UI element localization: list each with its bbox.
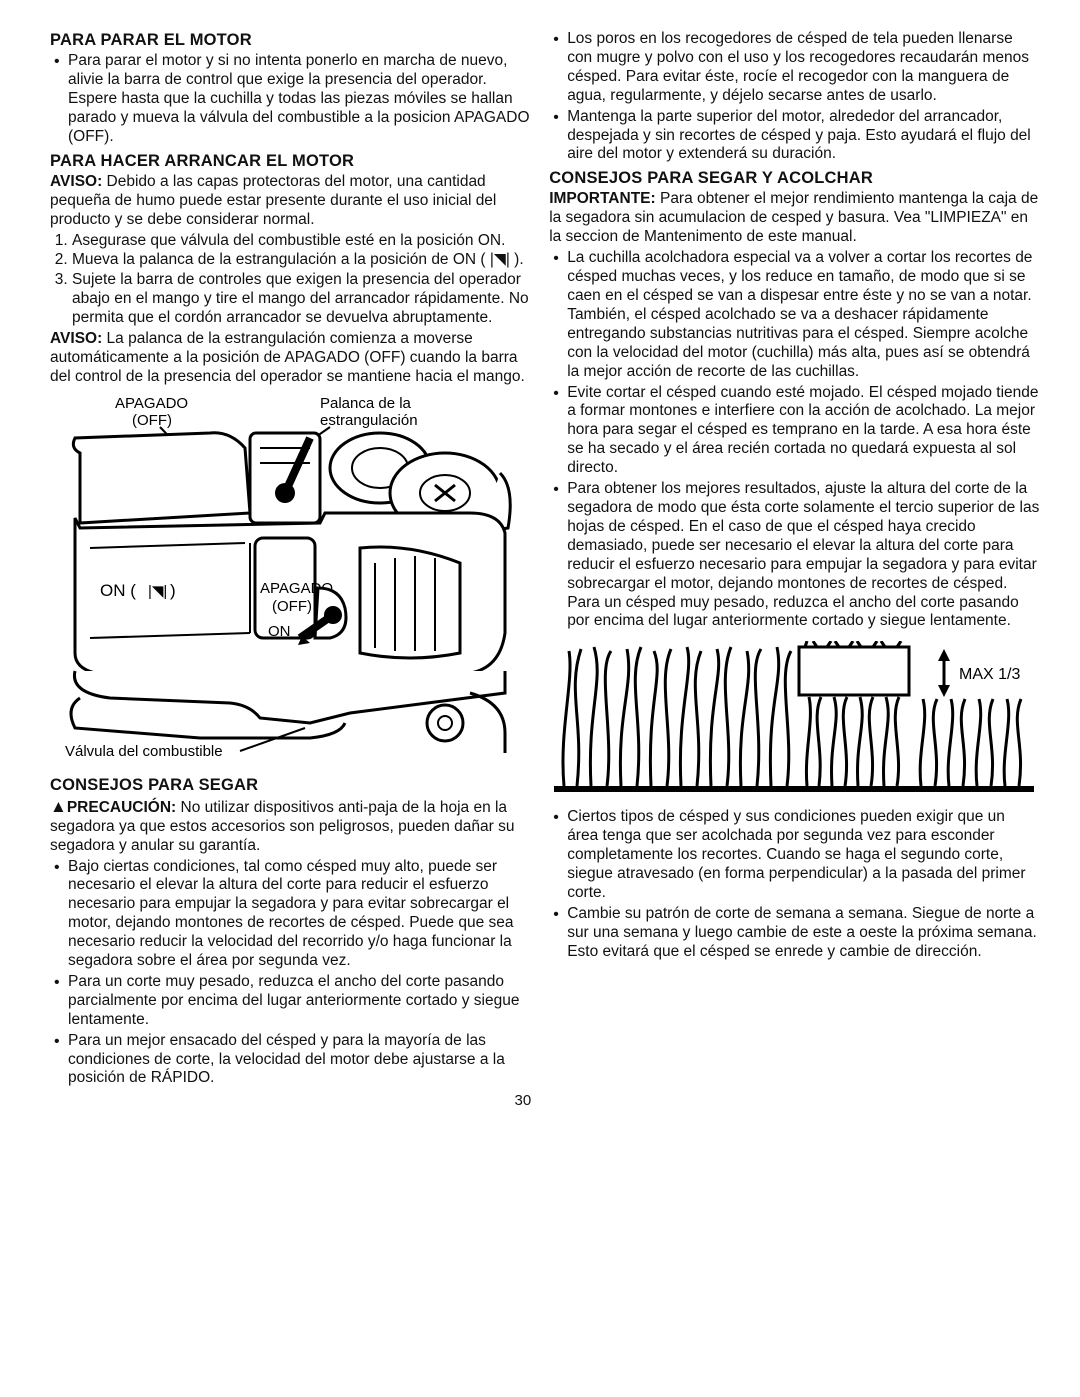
grass-diagram: MAX 1/3 <box>549 641 1039 796</box>
label-max13: MAX 1/3 <box>959 666 1020 683</box>
label-off: (OFF) <box>132 412 172 429</box>
left-column: PARA PARAR EL MOTOR Para parar el motor … <box>50 30 531 1111</box>
bullet-item: Para un corte muy pesado, reduzca el anc… <box>68 973 531 1030</box>
label-palanca: Palanca de la <box>320 395 412 412</box>
bullet-item: Para parar el motor y si no intenta pone… <box>68 52 531 147</box>
label-on3: ON <box>268 623 291 640</box>
right-column: Los poros en los recogedores de césped d… <box>549 30 1040 1111</box>
importante-label: IMPORTANTE: <box>549 190 655 207</box>
list-item: Mueva la palanca de la estrangulación a … <box>72 251 531 270</box>
list-item: Sujete la barra de controles que exigen … <box>72 271 531 328</box>
choke-icon: |◥| <box>490 251 510 268</box>
list-text: ). <box>510 251 524 268</box>
label-estrang: estrangulación <box>320 412 418 429</box>
importante-paragraph: IMPORTANTE: Para obtener el mejor rendim… <box>549 190 1040 247</box>
label-off2: (OFF) <box>272 598 312 615</box>
label-apagado: APAGADO <box>115 395 188 412</box>
aviso-text: La palanca de la estrangulación comienza… <box>50 330 525 385</box>
manual-page: PARA PARAR EL MOTOR Para parar el motor … <box>0 0 1080 1141</box>
bullet-item: Ciertos tipos de césped y sus condicione… <box>567 808 1040 903</box>
choke-icon: |◥| <box>148 583 167 600</box>
label-on: ON ( <box>100 581 136 600</box>
label-on-close: ) <box>170 581 176 600</box>
aviso-paragraph: AVISO: La palanca de la estrangulación c… <box>50 330 531 387</box>
section-heading-arrancar: PARA HACER ARRANCAR EL MOTOR <box>50 151 531 171</box>
list-item: Asegurase que válvula del combustible es… <box>72 232 531 251</box>
list-text: Mueva la palanca de la estrangulación a … <box>72 251 490 268</box>
label-valvula: Válvula del combustible <box>65 743 223 760</box>
bullet-item: Los poros en los recogedores de césped d… <box>567 30 1040 106</box>
engine-diagram: APAGADO (OFF) Palanca de la estrangulaci… <box>50 393 520 763</box>
bullet-item: Mantenga la parte superior del motor, al… <box>567 108 1040 165</box>
bullet-item: Evite cortar el césped cuando esté mojad… <box>567 384 1040 479</box>
aviso-label: AVISO: <box>50 173 102 190</box>
precaucion-label: PRECAUCIÓN: <box>67 799 176 816</box>
bullet-item: Cambie su patrón de corte de semana a se… <box>567 905 1040 962</box>
aviso-text: Debido a las capas protectoras del motor… <box>50 173 496 228</box>
bullet-item: Bajo ciertas condiciones, tal como céspe… <box>68 858 531 971</box>
bullet-item: Para obtener los mejores resultados, aju… <box>567 480 1040 631</box>
section-heading-consejos: CONSEJOS PARA SEGAR <box>50 775 531 795</box>
section-heading-parar: PARA PARAR EL MOTOR <box>50 30 531 50</box>
numbered-list: Asegurase que válvula del combustible es… <box>50 232 531 329</box>
section-heading-acolchar: CONSEJOS PARA SEGAR Y ACOLCHAR <box>549 168 1040 188</box>
precaucion-paragraph: ▲PRECAUCIÓN: No utilizar dispositivos an… <box>50 797 531 856</box>
aviso-label: AVISO: <box>50 330 102 347</box>
bullet-item: Para un mejor ensacado del césped y para… <box>68 1032 531 1089</box>
bullet-item: La cuchilla acolchadora especial va a vo… <box>567 249 1040 381</box>
page-number: 30 <box>50 1092 531 1110</box>
warning-triangle-icon: ▲ <box>50 797 67 816</box>
aviso-paragraph: AVISO: Debido a las capas protectoras de… <box>50 173 531 230</box>
